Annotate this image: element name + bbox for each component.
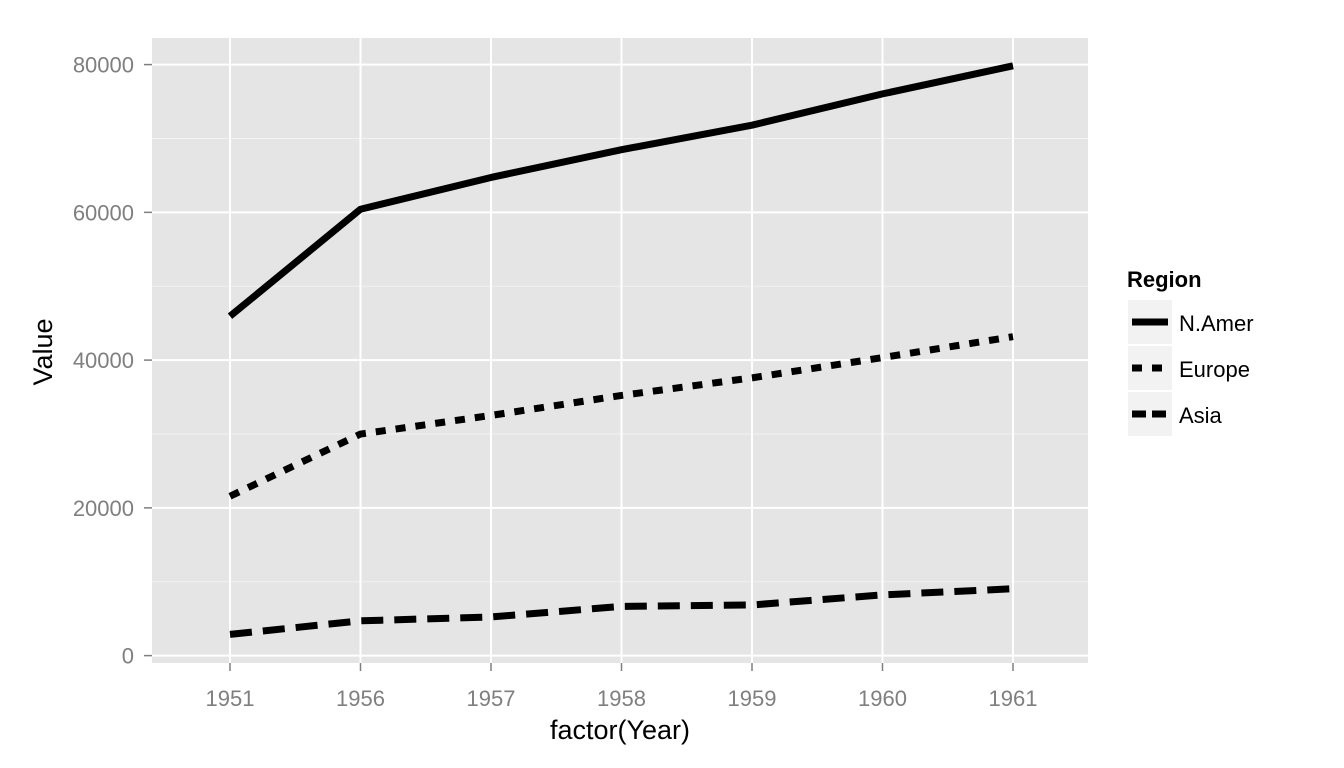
x-tick-label: 1959	[728, 686, 777, 711]
legend-label: Europe	[1179, 357, 1250, 382]
major-gridlines	[152, 38, 1088, 663]
y-tick-label: 60000	[73, 200, 134, 225]
y-axis-title: Value	[28, 318, 58, 385]
x-tick-label: 1958	[597, 686, 646, 711]
legend: Region N.Amer Europe Asia	[1127, 267, 1254, 436]
legend-title: Region	[1127, 267, 1202, 292]
y-tick-label: 20000	[73, 496, 134, 521]
legend-label: Asia	[1179, 403, 1223, 428]
x-axis-title: factor(Year)	[550, 715, 690, 745]
legend-item: Europe	[1128, 346, 1250, 390]
plot-panel	[152, 38, 1088, 663]
y-tick-label: 80000	[73, 53, 134, 78]
y-tick-label: 40000	[73, 348, 134, 373]
series-line-europe	[228, 333, 1014, 500]
x-tick-label: 1956	[336, 686, 385, 711]
legend-keys: N.Amer Europe Asia	[1128, 300, 1254, 436]
legend-item: Asia	[1128, 392, 1223, 436]
y-tick-label: 0	[122, 644, 134, 669]
series-lines	[227, 62, 1014, 638]
x-tick-label: 1961	[989, 686, 1038, 711]
x-axis: 1951 1956 1957 1958 1959 1960 1961	[206, 663, 1038, 711]
y-axis: 0 20000 40000 60000 80000	[73, 53, 152, 669]
minor-gridlines	[152, 137, 1088, 583]
legend-item: N.Amer	[1128, 300, 1254, 344]
series-line-n-amer	[227, 62, 1014, 319]
x-tick-label: 1960	[858, 686, 907, 711]
x-tick-label: 1957	[467, 686, 516, 711]
legend-label: N.Amer	[1179, 311, 1254, 336]
x-tick-label: 1951	[206, 686, 255, 711]
